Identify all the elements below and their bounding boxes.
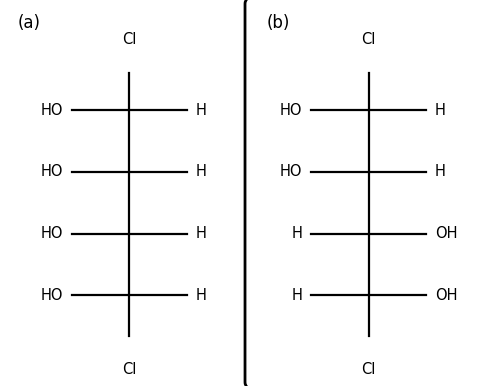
Text: H: H <box>291 288 302 303</box>
Text: H: H <box>196 226 207 241</box>
Text: HO: HO <box>41 164 63 179</box>
Text: Cl: Cl <box>123 362 136 377</box>
Text: H: H <box>196 288 207 303</box>
Text: HO: HO <box>41 226 63 241</box>
Text: (a): (a) <box>17 14 40 32</box>
Text: H: H <box>291 226 302 241</box>
Text: HO: HO <box>280 164 302 179</box>
Text: Cl: Cl <box>362 362 375 377</box>
Text: Cl: Cl <box>362 32 375 47</box>
Text: OH: OH <box>435 288 457 303</box>
Text: (b): (b) <box>266 14 290 32</box>
Text: H: H <box>435 164 446 179</box>
Text: HO: HO <box>280 103 302 117</box>
FancyBboxPatch shape <box>0 0 253 386</box>
FancyBboxPatch shape <box>245 0 498 386</box>
Text: Cl: Cl <box>123 32 136 47</box>
Text: H: H <box>435 103 446 117</box>
Text: H: H <box>196 164 207 179</box>
Text: HO: HO <box>41 288 63 303</box>
Text: OH: OH <box>435 226 457 241</box>
Text: HO: HO <box>41 103 63 117</box>
Text: H: H <box>196 103 207 117</box>
